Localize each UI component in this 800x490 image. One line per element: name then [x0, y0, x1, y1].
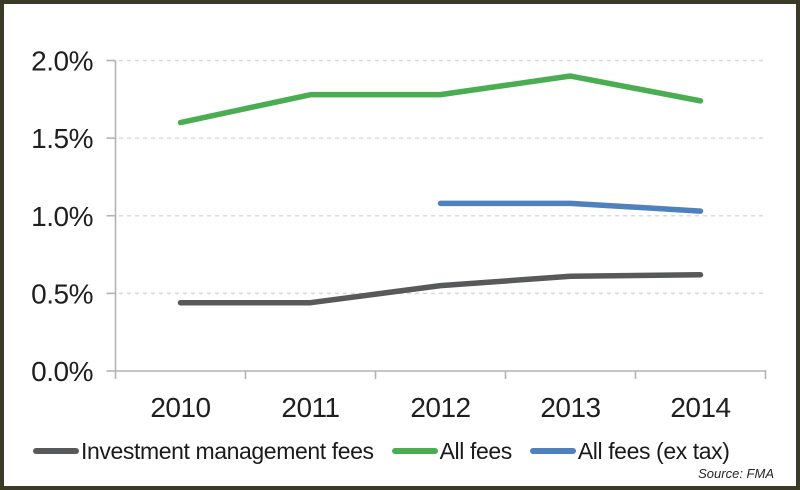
legend-line-swatch-green [391, 448, 438, 454]
y-tick-label: 0.5% [31, 278, 93, 309]
legend-item-investment-management-fees: Investment management fees [33, 437, 374, 464]
legend-label-all-fees: All fees [439, 437, 513, 464]
y-tick-label: 2.0% [31, 46, 93, 77]
legend-label-all-fees-ex-tax: All fees (ex tax) [577, 437, 730, 464]
y-tick-label: 1.5% [31, 123, 93, 154]
x-tick-label: 2012 [410, 392, 470, 423]
x-tick-label: 2011 [281, 392, 339, 423]
chart-legend: Investment management fees All fees All … [33, 438, 730, 464]
legend-line-swatch-blue [529, 448, 576, 454]
series-line-investment-management-fees [177, 271, 704, 306]
x-tick-label: 2013 [540, 392, 600, 423]
source-note: Source: FMA [698, 466, 774, 481]
y-tick-label: 0.0% [31, 356, 93, 387]
series-line-all-fees-ex-tax [437, 200, 704, 214]
series-line-all-fees [177, 73, 704, 126]
legend-label-investment-management-fees: Investment management fees [81, 437, 374, 464]
legend-item-all-fees-ex-tax: All fees (ex tax) [529, 437, 730, 464]
x-tick-label: 2014 [670, 392, 730, 423]
x-tick-label: 2010 [150, 392, 210, 423]
legend-line-swatch-gray [33, 448, 79, 454]
y-tick-label: 1.0% [31, 201, 93, 232]
legend-item-all-fees: All fees [391, 437, 513, 464]
